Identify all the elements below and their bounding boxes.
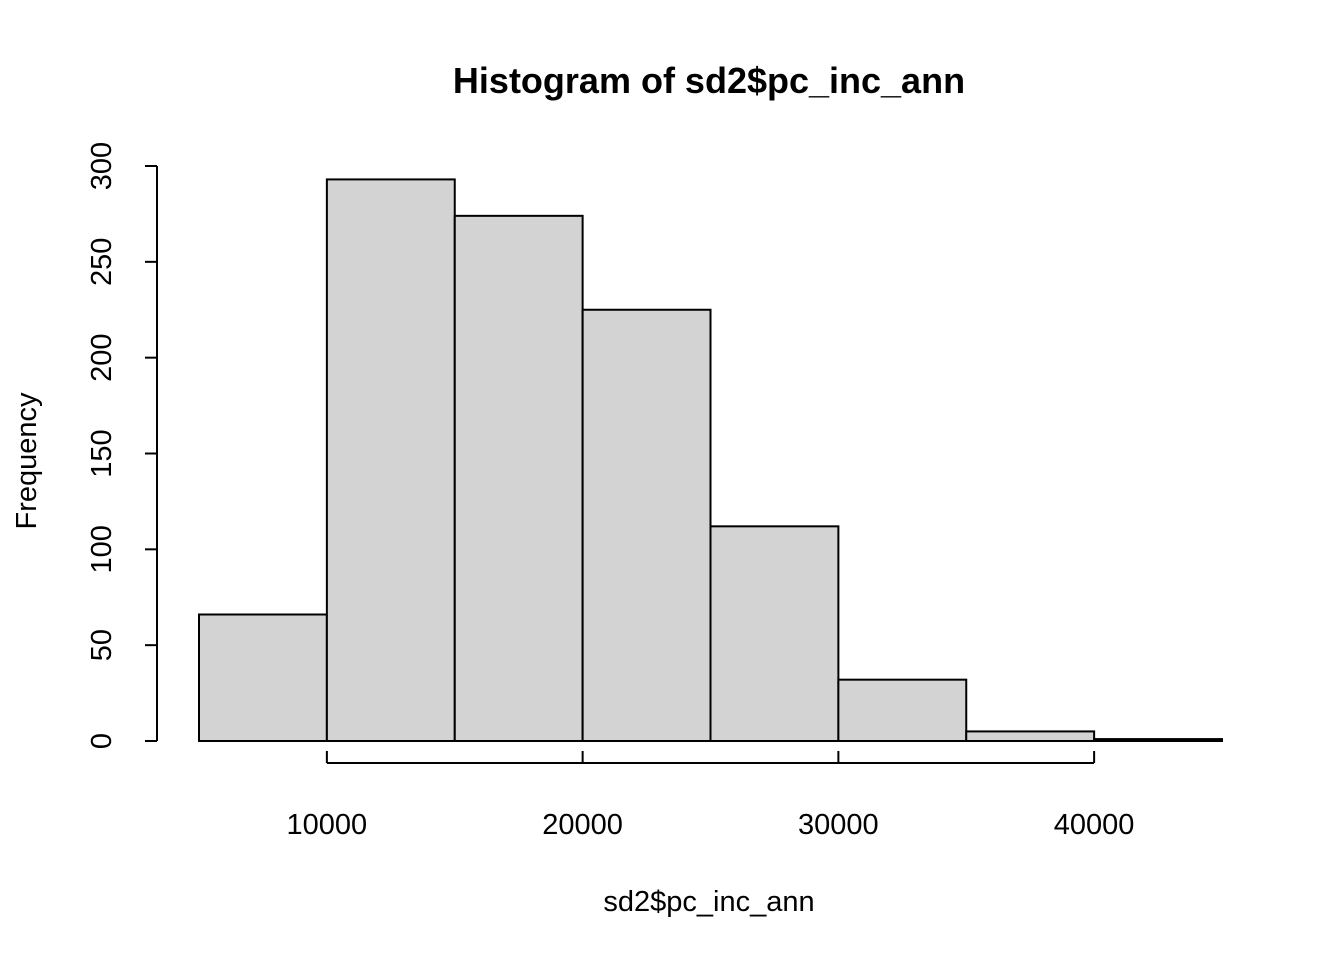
x-tick-label-1: 10000 <box>287 809 368 841</box>
x-tick-label-3: 30000 <box>798 809 879 841</box>
histogram-bar-5 <box>709 525 840 742</box>
y-tick-label-1: 0 <box>86 733 118 749</box>
histogram-bar-4 <box>581 308 712 742</box>
histogram-bar-7 <box>965 730 1096 743</box>
x-axis: 10000 20000 30000 40000 <box>287 751 1135 841</box>
y-tick-label-7: 300 <box>86 142 118 190</box>
histogram-bar-6 <box>837 678 968 743</box>
y-tick-label-6: 250 <box>86 238 118 286</box>
y-axis: 0 50 100 150 200 250 300 <box>86 142 158 749</box>
bars-layer <box>198 178 1223 743</box>
x-tick-label-4: 40000 <box>1054 809 1135 841</box>
histogram-bar-1 <box>198 613 328 742</box>
histogram-bar-2 <box>325 178 456 742</box>
x-axis-label: sd2$pc_inc_ann <box>603 886 814 918</box>
histogram-bar-3 <box>453 214 584 743</box>
y-axis-label: Frequency <box>11 392 43 530</box>
chart-title: Histogram of sd2$pc_inc_ann <box>453 60 965 101</box>
y-tick-label-5: 200 <box>86 333 118 381</box>
y-tick-label-2: 50 <box>86 629 118 661</box>
y-tick-label-4: 150 <box>86 429 118 477</box>
histogram-bar-8 <box>1093 738 1223 742</box>
y-tick-label-3: 100 <box>86 525 118 573</box>
x-tick-label-2: 20000 <box>542 809 623 841</box>
